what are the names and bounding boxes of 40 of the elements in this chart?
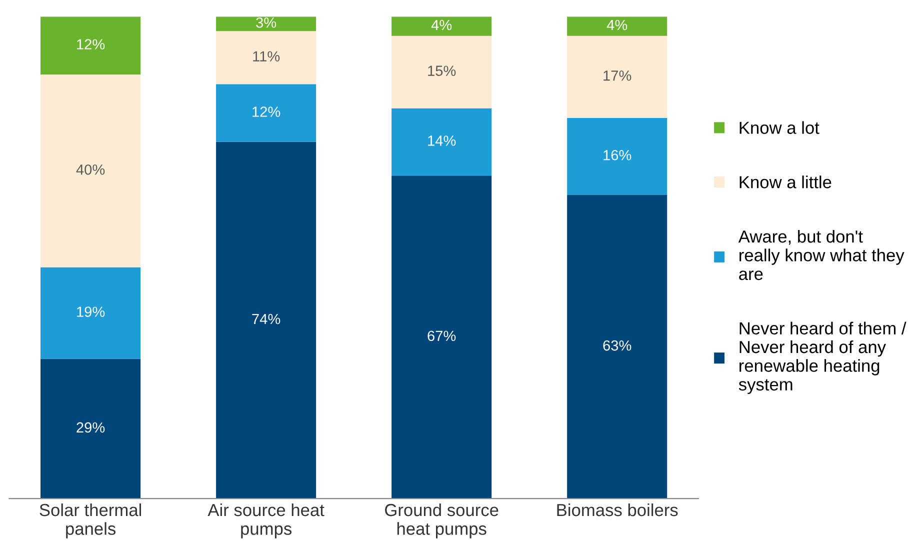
data-label: 16% [604, 150, 632, 160]
bar [216, 31, 316, 84]
bar [40, 16, 141, 74]
legend-label: Know a lot [740, 121, 820, 134]
x-tick-label: Ground source heat pumps [385, 503, 498, 538]
data-label: 11% [253, 51, 280, 62]
bar [567, 36, 668, 118]
data-label: 74% [252, 314, 280, 324]
x-tick-label: Solar thermal panels [40, 503, 142, 538]
bar [40, 358, 141, 499]
x-tick-label: Biomass boilers [557, 503, 678, 516]
data-label: 12% [77, 39, 105, 50]
bar [40, 267, 141, 359]
bar [567, 16, 668, 36]
bar [216, 84, 316, 142]
data-label: 15% [428, 66, 456, 76]
data-label: 12% [252, 106, 280, 117]
data-label: 17% [604, 70, 632, 81]
data-label: 14% [428, 136, 456, 146]
data-label: 19% [77, 306, 105, 317]
data-label: 63% [603, 340, 632, 351]
data-label: 4% [431, 20, 452, 30]
bar [392, 108, 492, 176]
legend-label: Know a little [740, 176, 832, 188]
x-tick-label: Air source heat pumps [208, 503, 324, 538]
bar [216, 16, 316, 32]
bar [392, 36, 492, 108]
data-label: 67% [428, 330, 456, 342]
bar [392, 176, 492, 499]
bar [40, 74, 141, 268]
bar [392, 16, 492, 36]
legend-label: Never heard of them / Never heard of any renewable heating system [738, 322, 906, 394]
data-label: 40% [76, 164, 105, 175]
data-label: 3% [256, 17, 276, 28]
data-label: 4% [606, 20, 628, 30]
legend-label: Aware, but don't really know what they are [738, 230, 904, 280]
bar [567, 194, 668, 499]
bar [567, 118, 668, 195]
data-label: 29% [76, 422, 105, 433]
bar [216, 142, 316, 499]
